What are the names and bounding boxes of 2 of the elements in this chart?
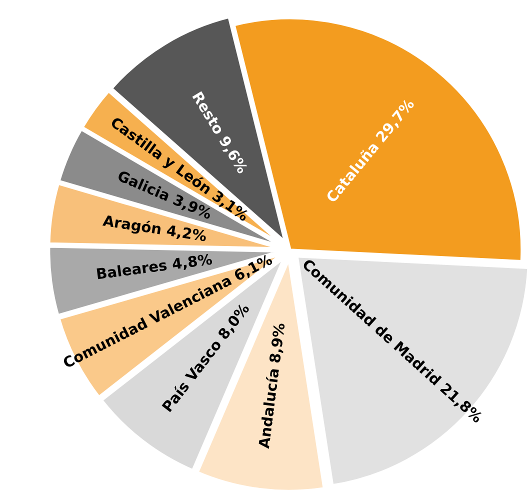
slice-label: Baleares 4,8% (96, 253, 213, 282)
slice-label: Andalucía 8,9% (257, 322, 287, 450)
